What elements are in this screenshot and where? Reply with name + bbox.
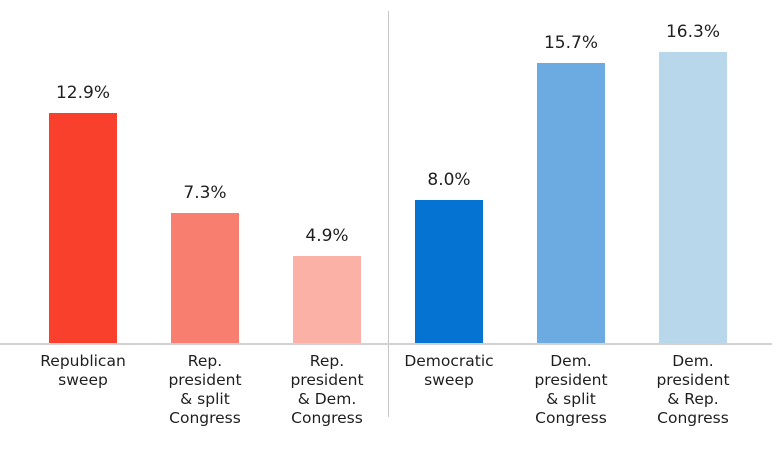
bar-group: 15.7% Dem. president & split Congress xyxy=(510,0,632,452)
bar-group: 12.9% Republican sweep xyxy=(22,0,144,452)
category-label: Dem. president & split Congress xyxy=(534,352,608,427)
bar xyxy=(49,113,117,343)
bar-value-label: 12.9% xyxy=(55,83,110,103)
bar-group: 8.0% Democratic sweep xyxy=(388,0,510,452)
bar-value-label: 4.9% xyxy=(305,226,349,246)
bar xyxy=(171,213,239,343)
bar xyxy=(659,52,727,343)
bar xyxy=(537,63,605,343)
bar-value-label: 15.7% xyxy=(543,33,598,53)
bar-value-label: 8.0% xyxy=(427,170,471,190)
bar-area: 7.3% xyxy=(171,0,239,343)
bar xyxy=(415,200,483,343)
bar-area: 8.0% xyxy=(415,0,483,343)
bar-value-label: 7.3% xyxy=(183,183,227,203)
bar-area: 4.9% xyxy=(293,0,361,343)
bar-group: 16.3% Dem. president & Rep. Congress xyxy=(632,0,754,452)
bar-area: 16.3% xyxy=(659,0,727,343)
bar-area: 12.9% xyxy=(49,0,117,343)
category-label: Democratic sweep xyxy=(404,352,494,389)
bar-group: 7.3% Rep. president & split Congress xyxy=(144,0,266,452)
x-axis-baseline xyxy=(0,343,772,345)
group-divider-line xyxy=(388,11,389,417)
category-label: Rep. president & Dem. Congress xyxy=(290,352,364,427)
bar-columns: 12.9% Republican sweep 7.3% Rep. preside… xyxy=(22,0,754,452)
category-label: Republican sweep xyxy=(40,352,126,389)
category-label: Dem. president & Rep. Congress xyxy=(656,352,730,427)
bar-group: 4.9% Rep. president & Dem. Congress xyxy=(266,0,388,452)
bar xyxy=(293,256,361,343)
bar-area: 15.7% xyxy=(537,0,605,343)
bar-value-label: 16.3% xyxy=(665,22,720,42)
category-label: Rep. president & split Congress xyxy=(168,352,242,427)
